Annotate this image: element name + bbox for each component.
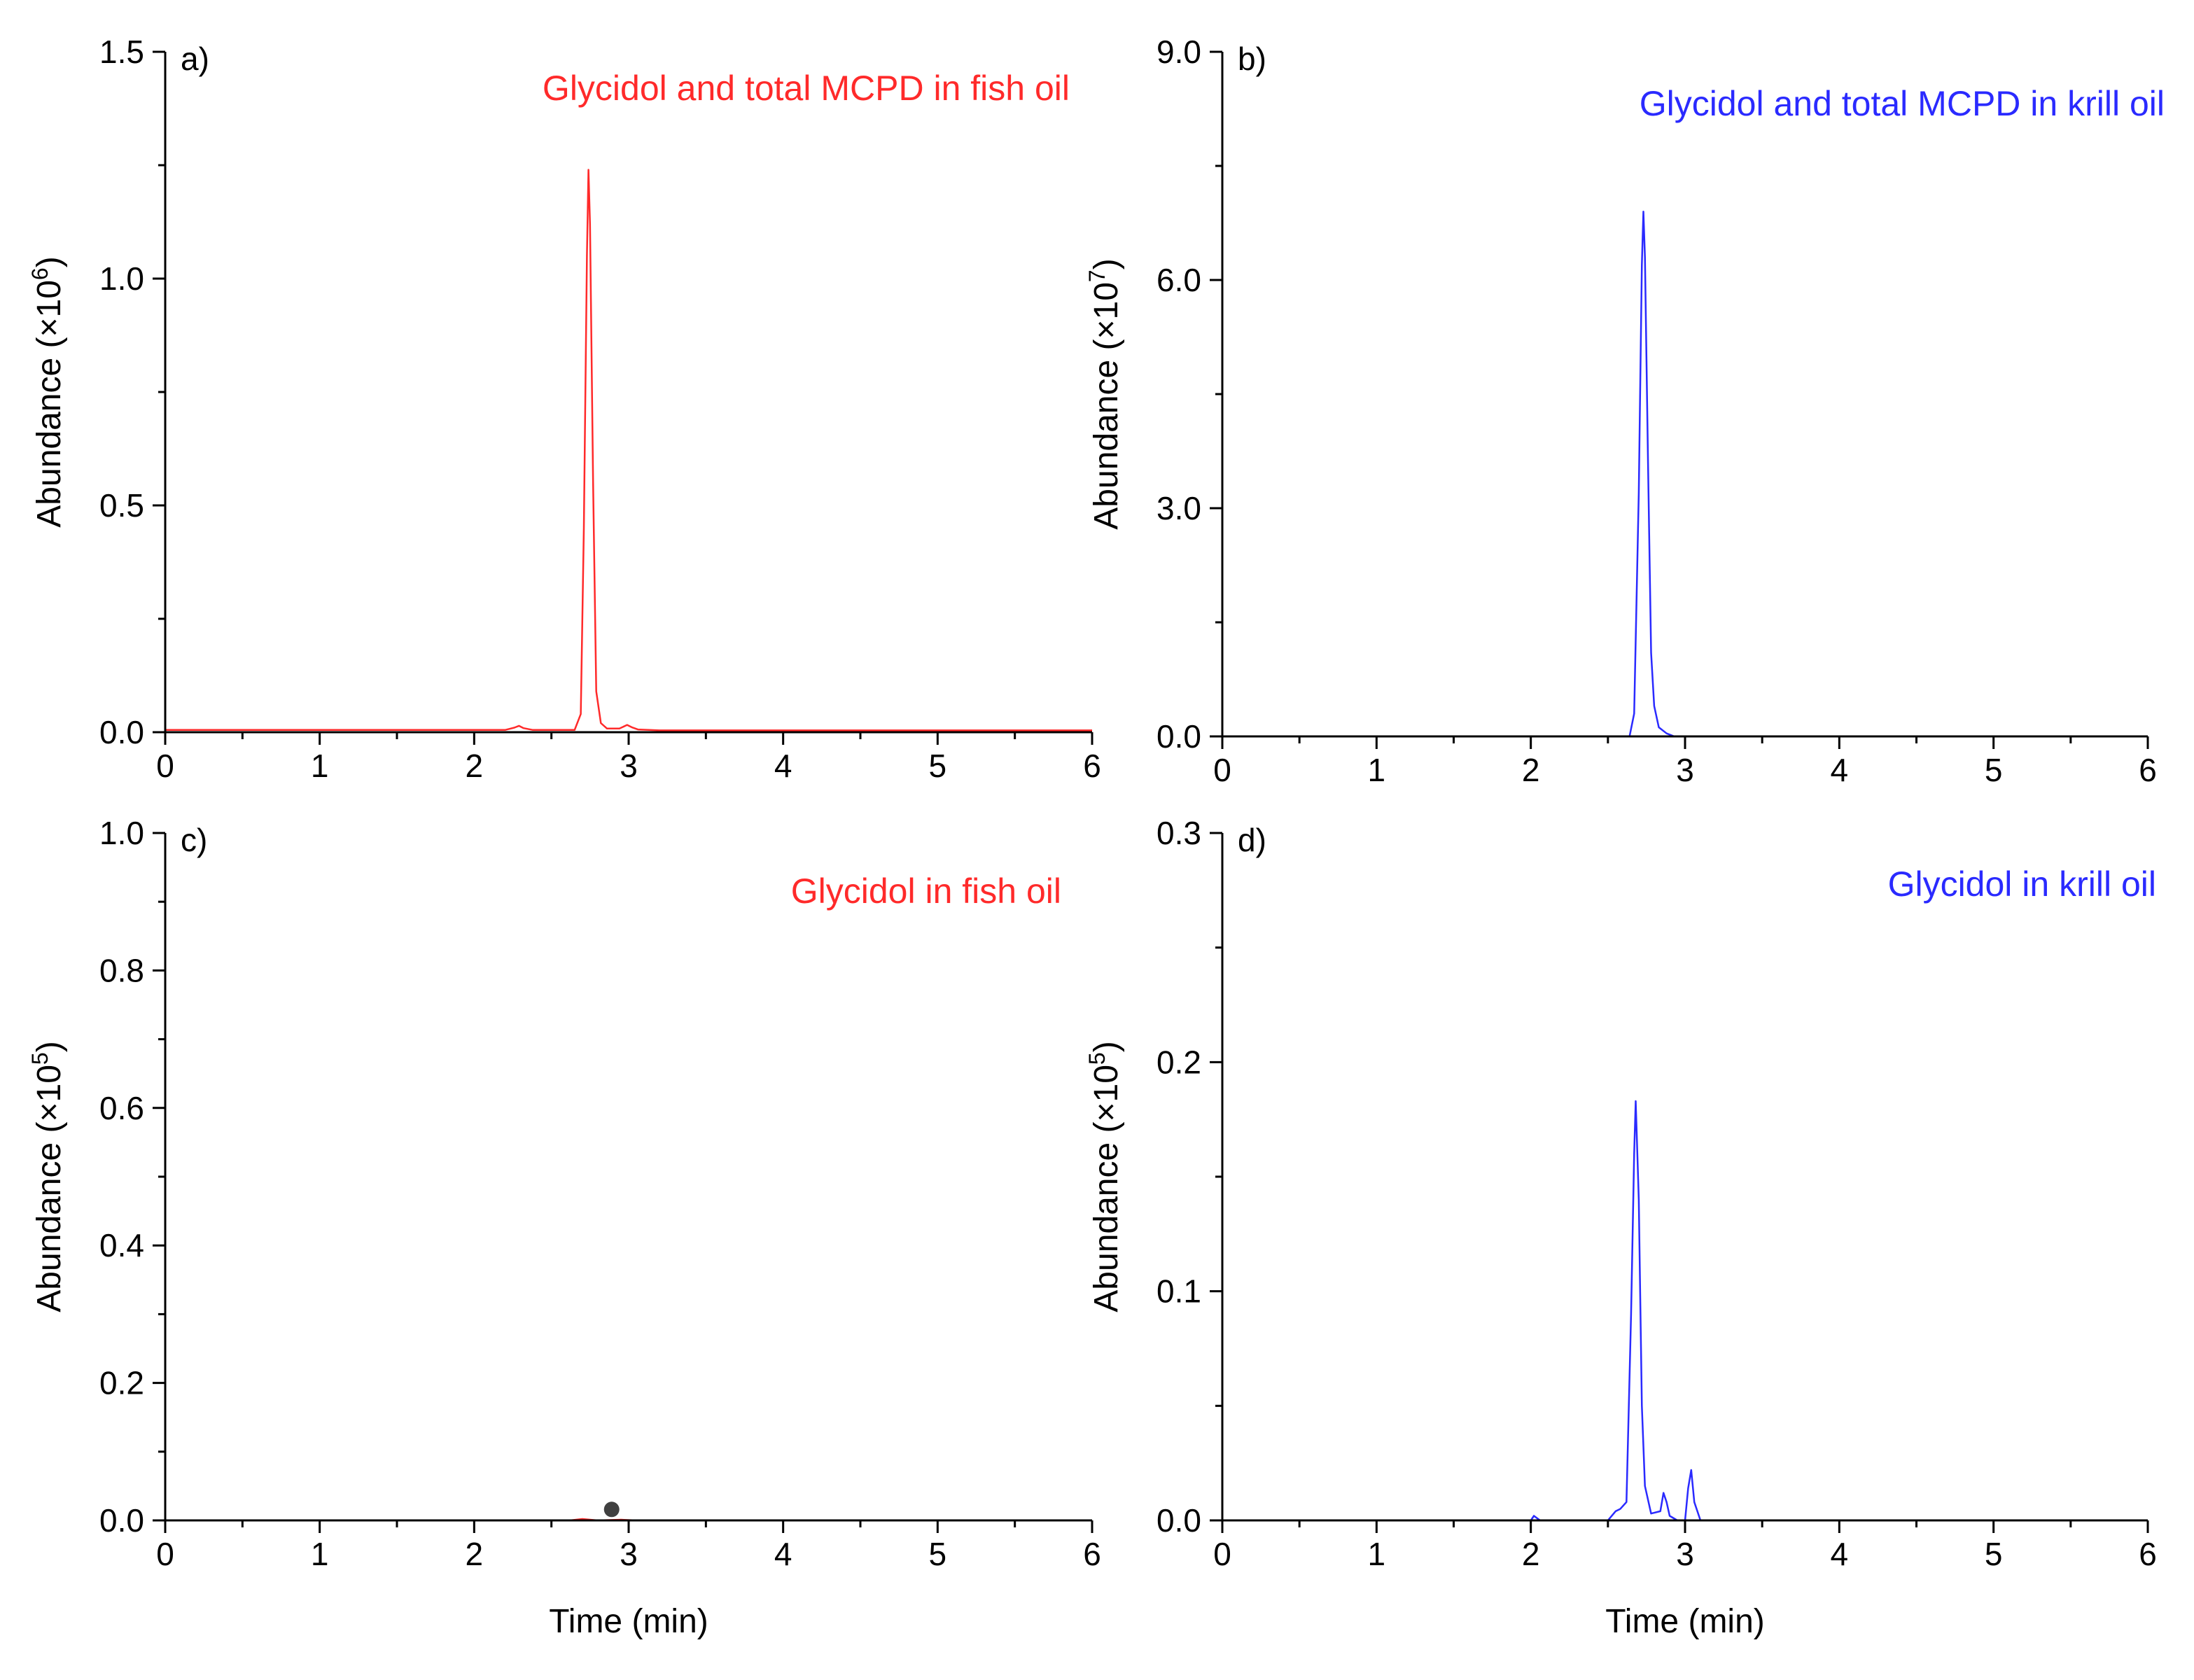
panel-d-x-tick-label: 1 — [1368, 1536, 1386, 1572]
panel-c-x-ticks: 0 1 2 3 4 5 6 — [156, 1520, 1101, 1572]
panel-b-y-tick-label: 9.0 — [1157, 34, 1201, 70]
panel-c-x-tick-label: 5 — [929, 1536, 947, 1572]
panel-c-ylabel-close: ) — [31, 1041, 68, 1052]
panel-c-y-axis-title: Abundance (×105) — [27, 1041, 68, 1312]
panel-b-ylabel-exponent: 7 — [1084, 270, 1110, 282]
panel-a-x-tick-label: 6 — [1083, 748, 1101, 784]
panel-a-y-axis-title: Abundance (×106) — [27, 256, 68, 527]
panel-d-ylabel-close: ) — [1088, 1041, 1125, 1052]
panel-b-series-line — [1628, 210, 1675, 738]
panel-b-y-axis-title: Abundance (×107) — [1084, 258, 1125, 529]
panel-c-label: c) — [181, 822, 207, 858]
panel-a-plot-lines — [165, 169, 1092, 732]
panel-d-title: Glycidol in krill oil — [1888, 864, 2156, 904]
panel-b-ylabel-close: ) — [1088, 258, 1125, 270]
panel-b-ylabel-main: Abundance (×10 — [1088, 282, 1125, 530]
panel-a-x-tick-label: 0 — [156, 748, 174, 784]
panel-c-y-tick-label: 0.2 — [99, 1365, 144, 1401]
panel-a-label: a) — [181, 41, 209, 77]
panel-d-ylabel-main: Abundance (×10 — [1088, 1065, 1125, 1312]
panel-a-y-tick-label: 1.5 — [99, 34, 144, 70]
panel-c: 0.0 0.2 0.4 0.6 0.8 1.0 0 1 2 3 4 5 6 c) Glycidol i… — [27, 815, 1101, 1640]
panel-a-x-tick-label: 5 — [929, 748, 947, 784]
panel-a-series-line — [165, 169, 1092, 732]
panel-b-x-ticks: 0 1 2 3 4 5 6 — [1213, 736, 2157, 788]
panel-b-x-tick-label: 3 — [1676, 752, 1694, 788]
panel-b-y-tick-label: 0.0 — [1157, 718, 1201, 755]
panel-b-x-tick-label: 0 — [1213, 752, 1231, 788]
panel-a-x-tick-label: 4 — [774, 748, 792, 784]
panel-a-ylabel-close: ) — [31, 256, 68, 267]
panel-c-ylabel-main: Abundance (×10 — [31, 1065, 68, 1312]
panel-d-x-ticks: 0 1 2 3 4 5 6 — [1213, 1520, 2157, 1572]
panel-a: 0.0 0.5 1.0 1.5 0 1 2 3 4 5 6 a) Glycidol and tot… — [27, 34, 1101, 784]
panel-a-y-tick-label: 0.0 — [99, 714, 144, 750]
panel-d-ylabel-exponent: 5 — [1084, 1052, 1110, 1065]
panel-a-y-ticks: 0.0 0.5 1.0 1.5 — [99, 34, 165, 750]
panel-b-y-tick-label: 6.0 — [1157, 262, 1201, 298]
panel-a-ylabel-main: Abundance (×10 — [31, 280, 68, 528]
panel-b-plot-lines — [1628, 210, 1675, 738]
panel-a-x-tick-label: 2 — [466, 748, 484, 784]
panel-b-y-tick-label: 3.0 — [1157, 490, 1201, 526]
panel-b-x-tick-label: 5 — [1985, 752, 2003, 788]
panel-c-x-tick-label: 1 — [311, 1536, 329, 1572]
panel-b-x-tick-label: 6 — [2139, 752, 2157, 788]
panel-d-y-ticks: 0.0 0.1 0.2 0.3 — [1157, 815, 1222, 1539]
panel-c-y-tick-label: 0.4 — [99, 1227, 144, 1264]
panel-d-x-tick-label: 5 — [1985, 1536, 2003, 1572]
panel-d-x-tick-label: 6 — [2139, 1536, 2157, 1572]
panel-d-y-tick-label: 0.0 — [1157, 1502, 1201, 1539]
panel-d-label: d) — [1238, 822, 1266, 858]
panel-a-x-tick-label: 1 — [311, 748, 329, 784]
panel-b-label: b) — [1238, 41, 1266, 77]
panel-c-y-tick-label: 0.8 — [99, 952, 144, 988]
panel-d-y-tick-label: 0.1 — [1157, 1273, 1201, 1310]
panel-d-x-tick-label: 0 — [1213, 1536, 1231, 1572]
panel-c-x-tick-label: 4 — [774, 1536, 792, 1572]
panel-c-y-tick-label: 0.6 — [99, 1090, 144, 1126]
panel-a-ylabel-exponent: 6 — [27, 267, 53, 280]
panel-a-y-tick-label: 0.5 — [99, 487, 144, 524]
panel-d-y-tick-label: 0.3 — [1157, 815, 1201, 851]
panel-b-x-tick-label: 2 — [1522, 752, 1540, 788]
panel-c-data-marker — [603, 1502, 620, 1518]
panel-c-y-tick-label: 1.0 — [99, 815, 144, 851]
panel-b-title: Glycidol and total MCPD in krill oil — [1640, 84, 2165, 123]
panel-b-x-tick-label: 4 — [1831, 752, 1849, 788]
panel-d-y-axis-title: Abundance (×105) — [1084, 1041, 1125, 1312]
panel-d-y-tick-label: 0.2 — [1157, 1044, 1201, 1080]
panel-a-y-tick-label: 1.0 — [99, 260, 144, 297]
panel-c-y-tick-label: 0.0 — [99, 1502, 144, 1539]
panel-a-x-ticks: 0 1 2 3 4 5 6 — [156, 732, 1101, 784]
panel-c-x-axis-title: Time (min) — [549, 1603, 708, 1640]
panel-a-title: Glycidol and total MCPD in fish oil — [543, 69, 1070, 108]
panel-d-x-tick-label: 4 — [1831, 1536, 1849, 1572]
panel-a-x-tick-label: 3 — [620, 748, 638, 784]
panel-d: 0.0 0.1 0.2 0.3 0 1 2 3 4 5 6 d) Glycidol in kril… — [1084, 815, 2157, 1640]
panel-d-x-axis-title: Time (min) — [1605, 1603, 1765, 1640]
panel-c-x-tick-label: 0 — [156, 1536, 174, 1572]
panel-c-x-tick-label: 6 — [1083, 1536, 1101, 1572]
panel-b: 0.0 3.0 6.0 9.0 0 1 2 3 4 5 6 b) Glycidol and tot… — [1084, 34, 2165, 788]
panel-c-y-ticks: 0.0 0.2 0.4 0.6 0.8 1.0 — [99, 815, 165, 1539]
panel-b-x-tick-label: 1 — [1368, 752, 1386, 788]
panel-b-y-ticks: 0.0 3.0 6.0 9.0 — [1157, 34, 1222, 755]
panel-c-title: Glycidol in fish oil — [791, 872, 1061, 911]
panel-c-ylabel-exponent: 5 — [27, 1052, 53, 1065]
panel-c-x-tick-label: 2 — [466, 1536, 484, 1572]
panel-d-x-tick-label: 3 — [1676, 1536, 1694, 1572]
panel-d-x-tick-label: 2 — [1522, 1536, 1540, 1572]
panel-c-x-tick-label: 3 — [620, 1536, 638, 1572]
